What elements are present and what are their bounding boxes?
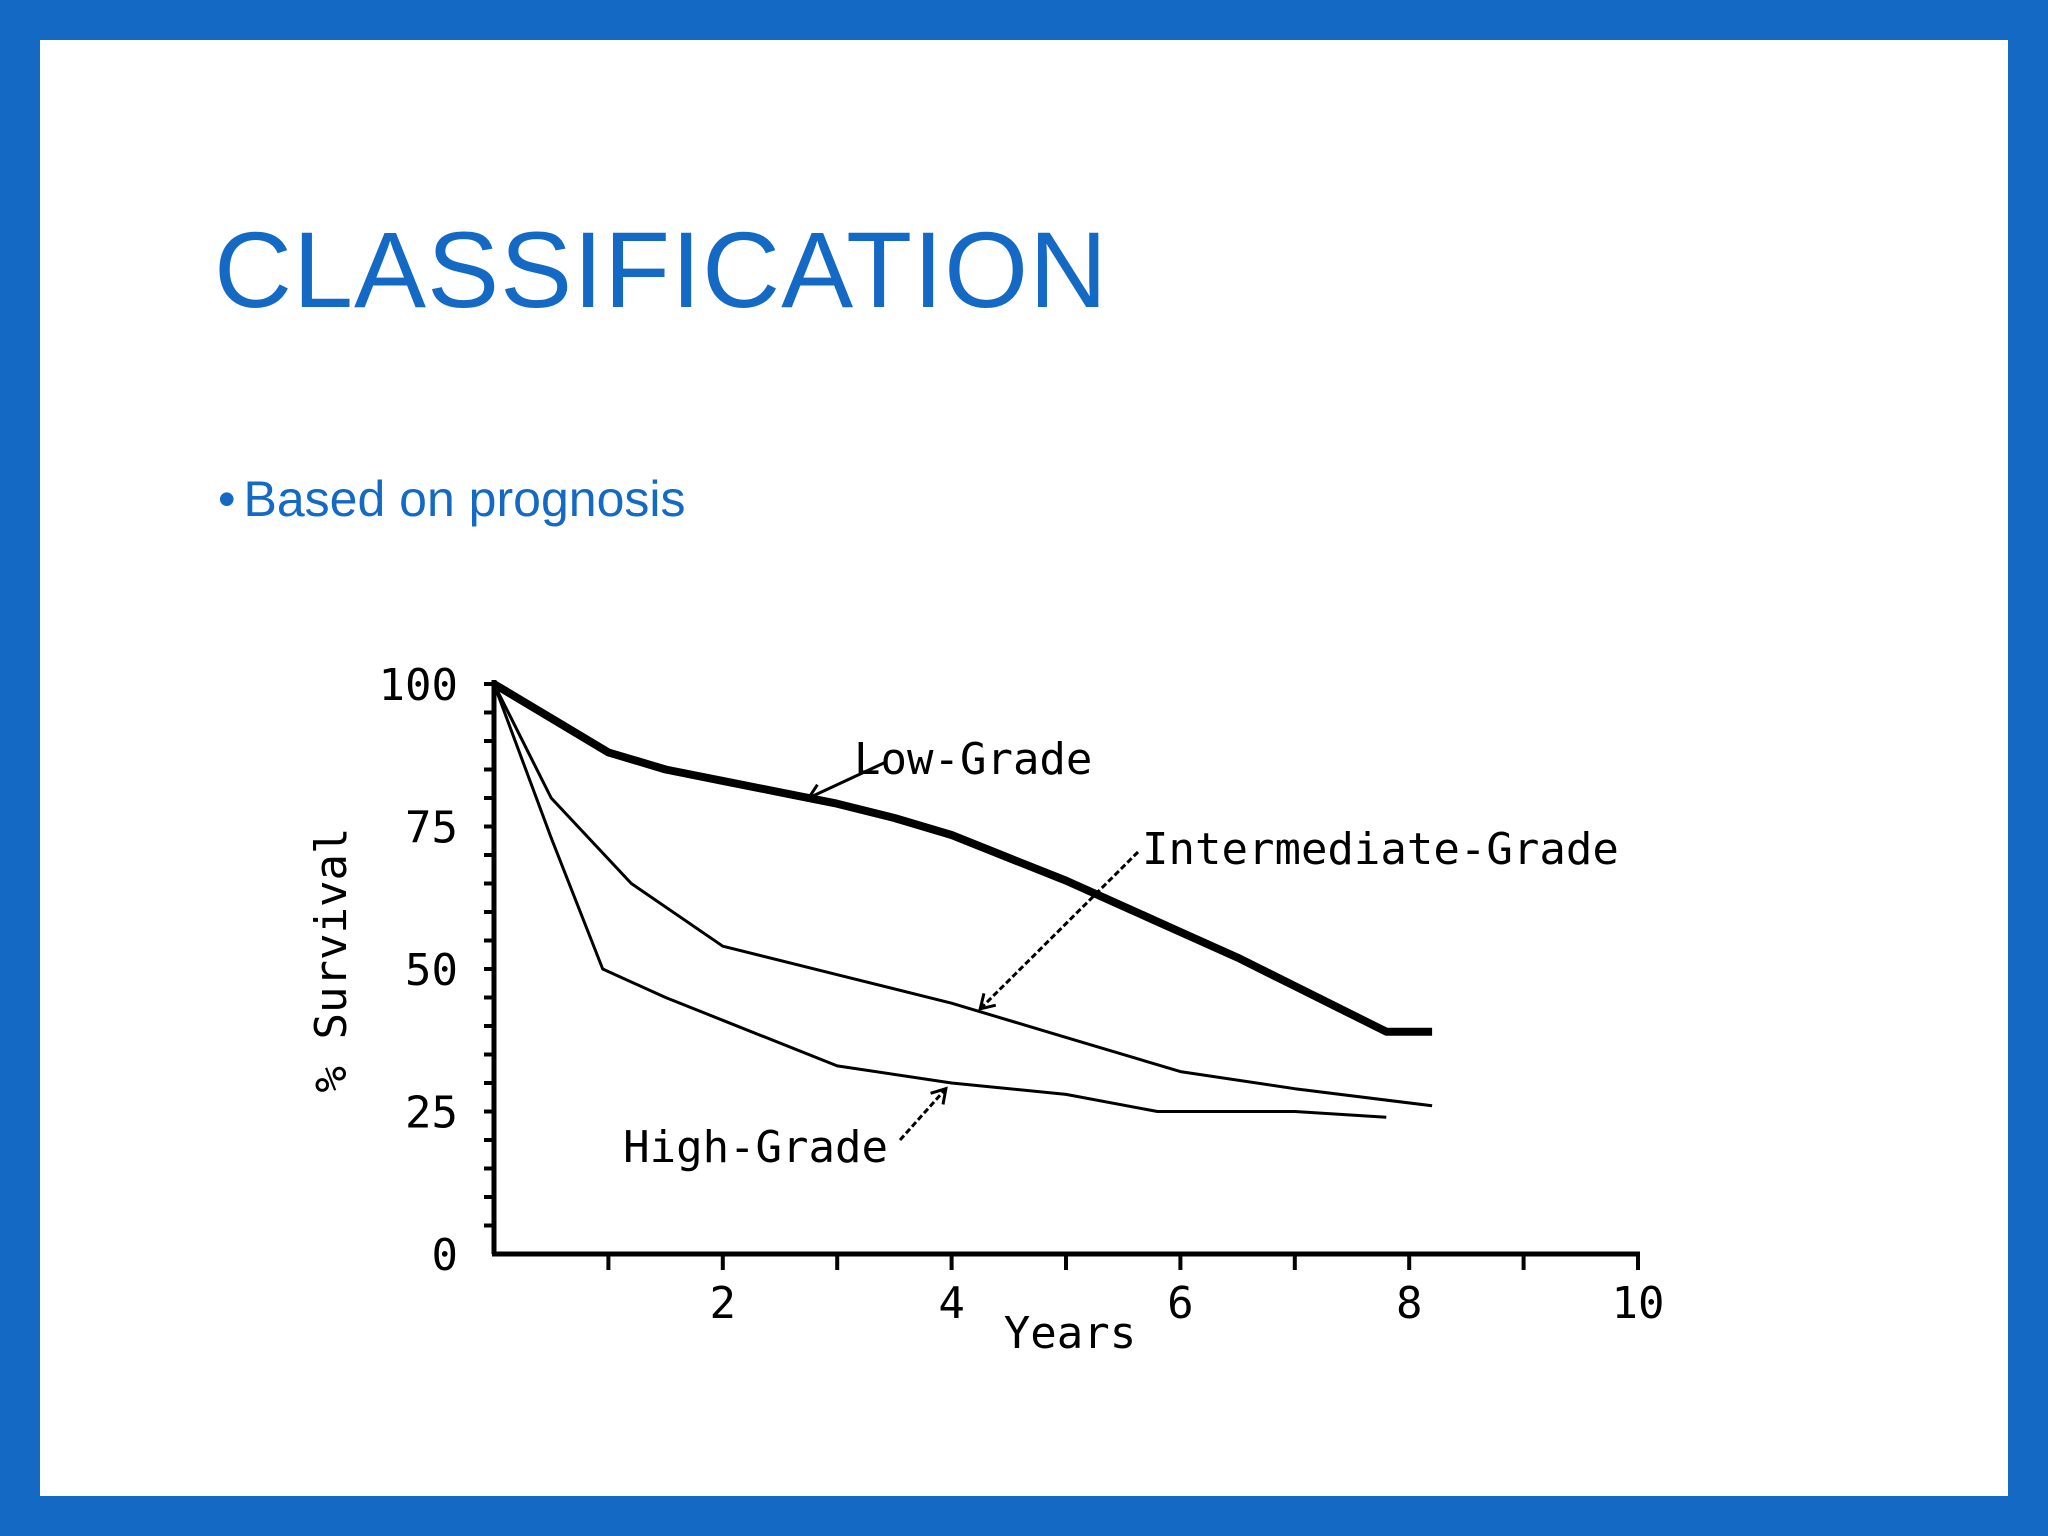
- survival-chart: 0 25 50 75 100 2 4 6 8 10 Years % Survival Low-Grad…: [306, 660, 1664, 1359]
- y-tick-label: 100: [379, 660, 458, 711]
- annotation-arrow-low-grade: [807, 760, 887, 800]
- x-tick-label: 8: [1396, 1278, 1423, 1329]
- chart-series: [491, 680, 1433, 1119]
- annotation-arrowhead-low-grade: [805, 783, 825, 802]
- slide: CLASSIFICATION • Based on prognosis 0 25 50…: [40, 40, 2008, 1496]
- y-tick-label: 0: [432, 1230, 459, 1281]
- series-line-high-grade: [492, 683, 1387, 1119]
- annotation-arrowhead-high-grade: [930, 1086, 948, 1105]
- x-tick-label: 2: [710, 1278, 737, 1329]
- bullet-marker: •: [218, 471, 236, 527]
- y-tick-label: 25: [405, 1088, 458, 1139]
- series-line-intermediate-grade: [492, 683, 1433, 1108]
- annotation-label-low-grade: Low-Grade: [854, 734, 1092, 785]
- series-line-low-grade: [491, 680, 1433, 1036]
- chart-annotations: Low-Grade Intermediate-Grade High-Grade: [623, 734, 1619, 1173]
- x-tick-label: 6: [1167, 1278, 1194, 1329]
- x-tick-label: 4: [938, 1278, 965, 1329]
- y-tick-label: 75: [405, 803, 458, 854]
- slide-title: CLASSIFICATION: [214, 209, 1109, 330]
- x-axis-title: Years: [1004, 1308, 1136, 1359]
- chart-axes: 0 25 50 75 100 2 4 6 8 10 Years % Survival: [306, 660, 1664, 1359]
- annotation-label-intermediate-grade: Intermediate-Grade: [1142, 824, 1619, 875]
- bullet-text: Based on prognosis: [243, 471, 686, 527]
- annotation-label-high-grade: High-Grade: [623, 1122, 888, 1173]
- annotation-arrow-intermediate-grade: [979, 850, 1140, 1010]
- annotation-arrow-high-grade: [898, 1087, 947, 1141]
- y-tick-label: 50: [405, 945, 458, 996]
- x-tick-label: 10: [1612, 1278, 1665, 1329]
- bullet-item: • Based on prognosis: [218, 474, 685, 524]
- annotation-arrowhead-intermediate-grade: [978, 992, 997, 1011]
- y-axis-title: % Survival: [306, 828, 357, 1093]
